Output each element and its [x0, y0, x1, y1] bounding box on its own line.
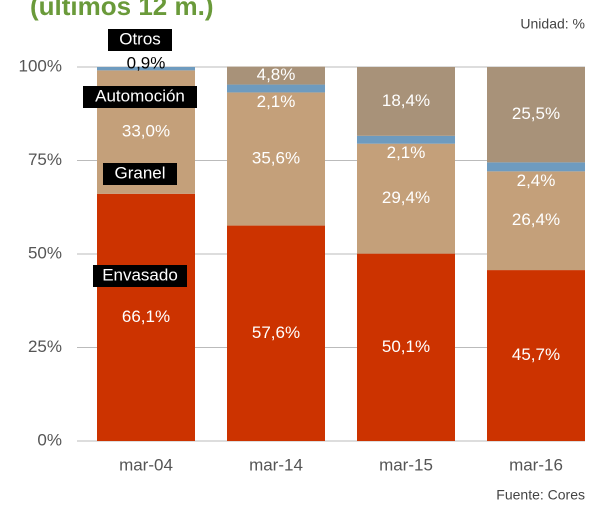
- unit-note: Unidad: %: [520, 16, 585, 32]
- value-label: 2,4%: [517, 171, 556, 190]
- y-tick-label: 75%: [28, 150, 62, 169]
- value-label: 66,1%: [122, 307, 170, 326]
- value-label: 50,1%: [382, 337, 430, 356]
- legend-box: [83, 86, 197, 108]
- x-tick-label: mar-14: [249, 455, 303, 474]
- value-label: 0,9%: [127, 53, 166, 72]
- legend-box: [103, 163, 177, 185]
- value-label: 4,8%: [257, 65, 296, 84]
- x-tick-label: mar-04: [119, 455, 173, 474]
- x-tick-label: mar-15: [379, 455, 433, 474]
- x-tick-label: mar-16: [509, 455, 563, 474]
- bar-segment: [487, 270, 585, 441]
- value-label: 33,0%: [122, 122, 170, 141]
- value-label: 26,4%: [512, 210, 560, 229]
- bar-segment: [487, 162, 585, 172]
- value-label: 29,4%: [382, 188, 430, 207]
- value-label: 2,1%: [387, 143, 426, 162]
- bar-segment: [227, 225, 325, 441]
- bar-segment: [227, 66, 325, 85]
- bar-segment: [487, 67, 585, 163]
- value-label: 25,5%: [512, 104, 560, 123]
- y-tick-label: 25%: [28, 337, 62, 356]
- value-label: 2,1%: [257, 92, 296, 111]
- bar-segment: [227, 84, 325, 93]
- bar-segment: [357, 135, 455, 144]
- bar-segment: [357, 253, 455, 441]
- bar-segment: [227, 92, 325, 226]
- source: Fuente: Cores: [496, 487, 585, 503]
- value-label: 18,4%: [382, 91, 430, 110]
- value-label: 45,7%: [512, 345, 560, 364]
- legend-label: Envasado: [102, 265, 178, 284]
- bar-segment: [487, 171, 585, 271]
- legend-box: [93, 265, 187, 287]
- y-tick-label: 0%: [37, 430, 62, 449]
- bar-segment: [357, 67, 455, 136]
- bar-segment: [97, 193, 195, 441]
- legend-label: Automoción: [95, 86, 185, 105]
- y-tick-label: 100%: [19, 56, 62, 75]
- value-label: 35,6%: [252, 148, 300, 167]
- y-tick-label: 50%: [28, 243, 62, 262]
- legend-label: Otros: [119, 29, 161, 48]
- value-label: 57,6%: [252, 323, 300, 342]
- chart-title: (últimos 12 m.): [30, 0, 213, 21]
- bar-segment: [97, 67, 195, 71]
- bar-segment: [357, 143, 455, 254]
- legend-label: Granel: [114, 163, 165, 182]
- legend-box: [108, 29, 172, 51]
